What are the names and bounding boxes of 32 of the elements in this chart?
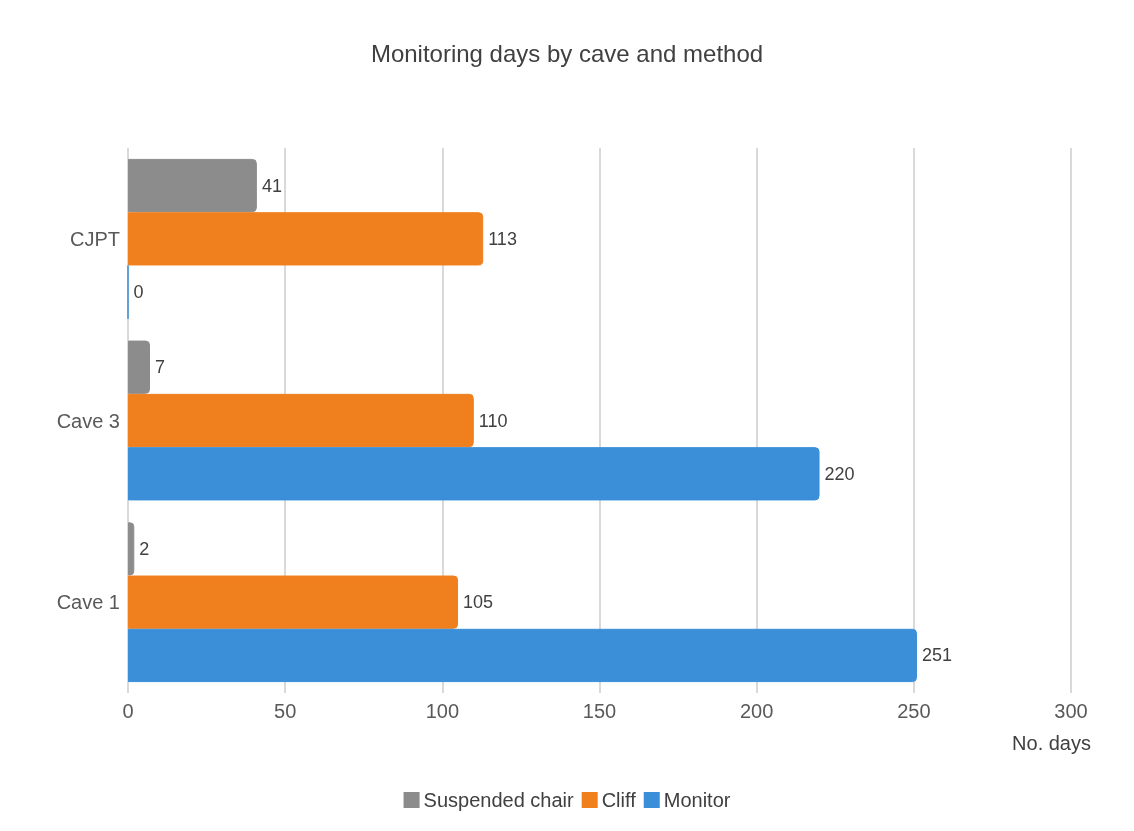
x-tick-label: 200	[739, 700, 774, 722]
x-tick-label: 0	[122, 700, 134, 722]
data-label: 2	[139, 538, 150, 559]
y-tick-label: Cave 1	[56, 591, 120, 614]
x-axis-title: No. days	[1012, 732, 1091, 754]
bar	[128, 393, 474, 448]
bar	[128, 212, 484, 266]
x-tick-label: 150	[582, 700, 617, 722]
data-label: 105	[463, 592, 494, 613]
data-label: 251	[921, 645, 953, 666]
bar	[128, 628, 917, 683]
x-tick-label: 250	[897, 700, 931, 722]
bar	[128, 158, 257, 213]
bar	[128, 522, 135, 576]
legend-label: Suspended chair	[423, 789, 575, 811]
bar	[128, 340, 150, 394]
data-label: 110	[478, 410, 508, 431]
y-tick-label: Cave 3	[56, 409, 120, 432]
legend-label: Monitor	[663, 789, 731, 811]
x-tick-label: 300	[1054, 700, 1088, 722]
data-label: 7	[155, 357, 166, 378]
data-label: 113	[488, 228, 517, 249]
bar	[128, 447, 820, 501]
legend-label: Cliff	[601, 789, 637, 811]
data-label: 220	[824, 463, 855, 484]
y-tick-label: CJPT	[70, 227, 120, 250]
data-label: 41	[261, 175, 282, 196]
chart-title: Monitoring days by cave and method	[370, 39, 764, 67]
bar	[128, 575, 459, 629]
x-tick-label: 50	[274, 700, 297, 722]
x-tick-label: 100	[425, 700, 460, 722]
data-label: 0	[133, 282, 144, 303]
